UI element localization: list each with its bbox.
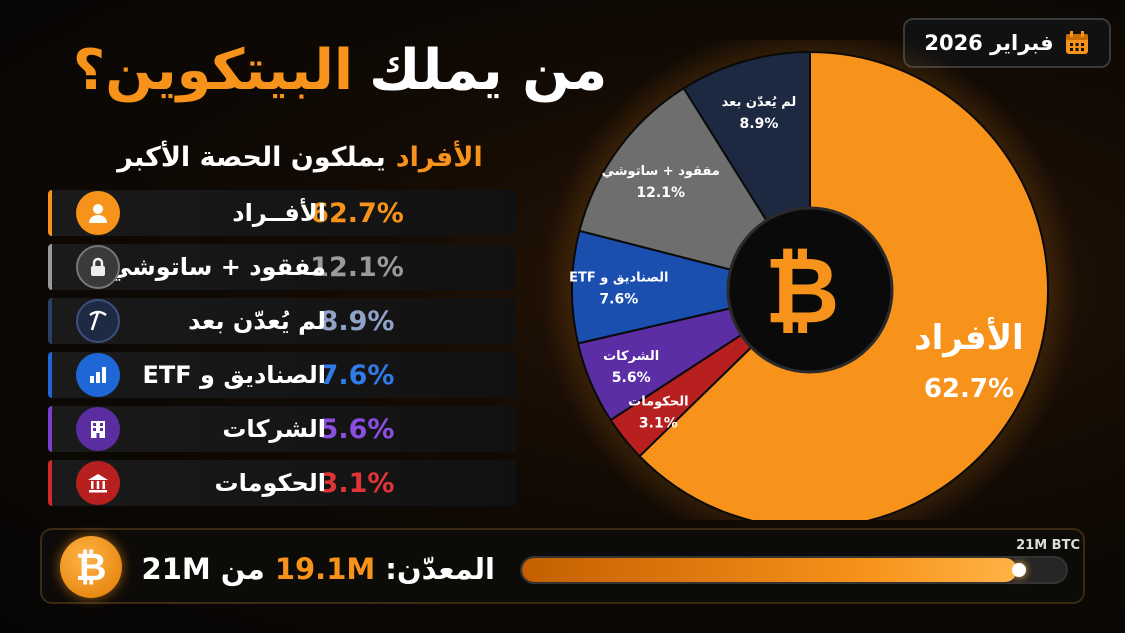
slice-value: 3.1%	[639, 415, 678, 431]
title-part2: البيتكوين؟	[72, 37, 354, 103]
mined-of: من	[220, 552, 265, 586]
supply-progress-fill	[522, 558, 1017, 582]
row-label: لم يُعدّن بعد	[188, 307, 326, 335]
slice-value: 7.6%	[599, 292, 638, 308]
slice-label: مفقود + ساتوشي	[602, 164, 720, 179]
slice-value: 62.7%	[924, 374, 1014, 404]
row-label: الشركات	[222, 415, 326, 443]
list-item: 5.6% الشركات	[48, 406, 516, 452]
subtitle-rest: يملكون الحصة الأكبر	[117, 141, 386, 173]
page-title: من يملك البيتكوين؟	[40, 30, 640, 110]
progress-marker	[1012, 563, 1026, 577]
row-label: الحكومات	[214, 469, 326, 497]
subtitle-highlight: الأفراد	[395, 141, 483, 173]
slice-value: 8.9%	[740, 116, 779, 132]
bar-chart-icon	[76, 353, 120, 397]
date-text: فبراير 2026	[924, 31, 1054, 55]
list-item: 7.6% الصناديق و ETF	[48, 352, 516, 398]
slice-label: الأفراد	[914, 316, 1024, 358]
donut-hole	[726, 206, 894, 374]
mined-value: 19.1M	[274, 552, 376, 586]
row-value: 7.6%	[319, 359, 395, 391]
slice-label: لم يُعدّن بعد	[722, 95, 797, 110]
row-label: الصناديق و ETF	[142, 361, 326, 389]
row-value: 5.6%	[319, 413, 395, 445]
pickaxe-icon	[76, 299, 120, 343]
row-value: 62.7%	[310, 197, 404, 229]
slice-value: 5.6%	[612, 370, 651, 386]
list-item: 8.9% لم يُعدّن بعد	[48, 298, 516, 344]
supply-cap-label: 21M BTC	[1016, 538, 1080, 553]
svg-text:₿: ₿	[765, 237, 840, 344]
list-item: 62.7% الأفــراد	[48, 190, 516, 236]
supply-progress-bar	[520, 556, 1068, 584]
row-label: مفقود + ساتوشي	[107, 253, 326, 281]
slice-label: الشركات	[603, 349, 659, 364]
slice-label: الحكومات	[628, 394, 688, 409]
building-icon	[76, 407, 120, 451]
ownership-donut-chart: ₿ الأفراد 62.7% الحكومات 3.1% الشركات 5.6% الص…	[542, 40, 1078, 520]
bitcoin-coin-icon: ₿	[60, 536, 122, 598]
person-icon	[76, 191, 120, 235]
bank-icon	[76, 461, 120, 505]
bitcoin-icon: ₿	[765, 237, 840, 344]
mined-total: 21M	[141, 552, 211, 586]
row-value: 3.1%	[319, 467, 395, 499]
list-item: 3.1% الحكومات	[48, 460, 516, 506]
row-value: 8.9%	[319, 305, 395, 337]
slice-value: 12.1%	[636, 185, 685, 201]
list-item: 12.1% مفقود + ساتوشي	[48, 244, 516, 290]
slice-label: الصناديق و ETF	[569, 271, 668, 286]
mined-supply-text: المعدّن: 19.1M من 21M	[142, 544, 495, 594]
row-value: 12.1%	[310, 251, 404, 283]
page-subtitle: الأفراد يملكون الحصة الأكبر	[60, 135, 540, 179]
calendar-icon	[1065, 31, 1088, 54]
row-label: الأفــراد	[232, 199, 326, 227]
mined-label: المعدّن:	[385, 552, 495, 586]
title-part1: من يملك	[369, 37, 608, 103]
lock-icon	[76, 245, 120, 289]
